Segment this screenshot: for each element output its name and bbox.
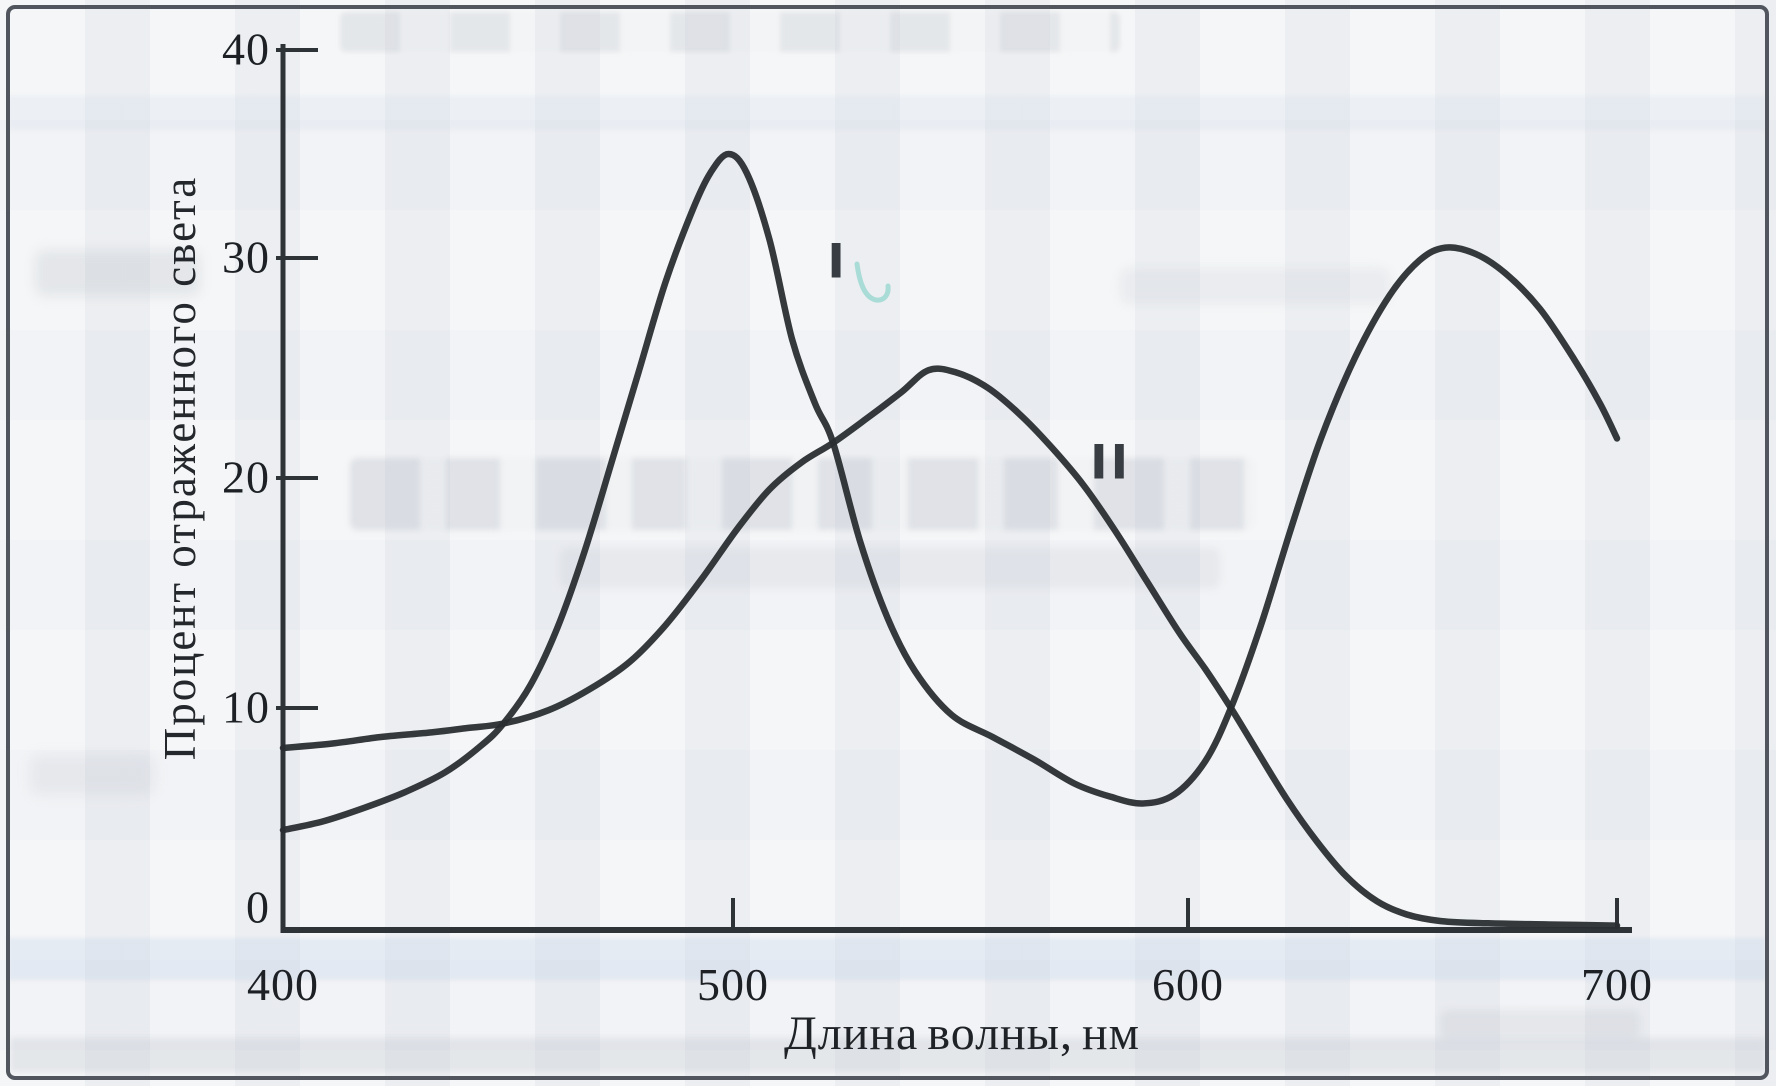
curve-II (279, 365, 1621, 929)
curve-I (279, 150, 1621, 834)
y-tick-label: 0 (246, 881, 270, 933)
x-tick-label: 700 (1581, 959, 1653, 1010)
y-tick-label: 10 (222, 681, 270, 733)
x-tick-label: 500 (697, 959, 769, 1010)
x-tick-label: 400 (247, 959, 319, 1010)
y-tick-label: 30 (222, 231, 270, 283)
y-tick-label: 20 (222, 451, 270, 503)
curve-I-label: I (827, 234, 848, 290)
y-tick-label: 40 (222, 23, 270, 75)
x-axis-title: Длина волны, нм (783, 1007, 1141, 1060)
x-tick-label: 600 (1152, 959, 1224, 1010)
curve-II-label: II (1090, 435, 1132, 491)
